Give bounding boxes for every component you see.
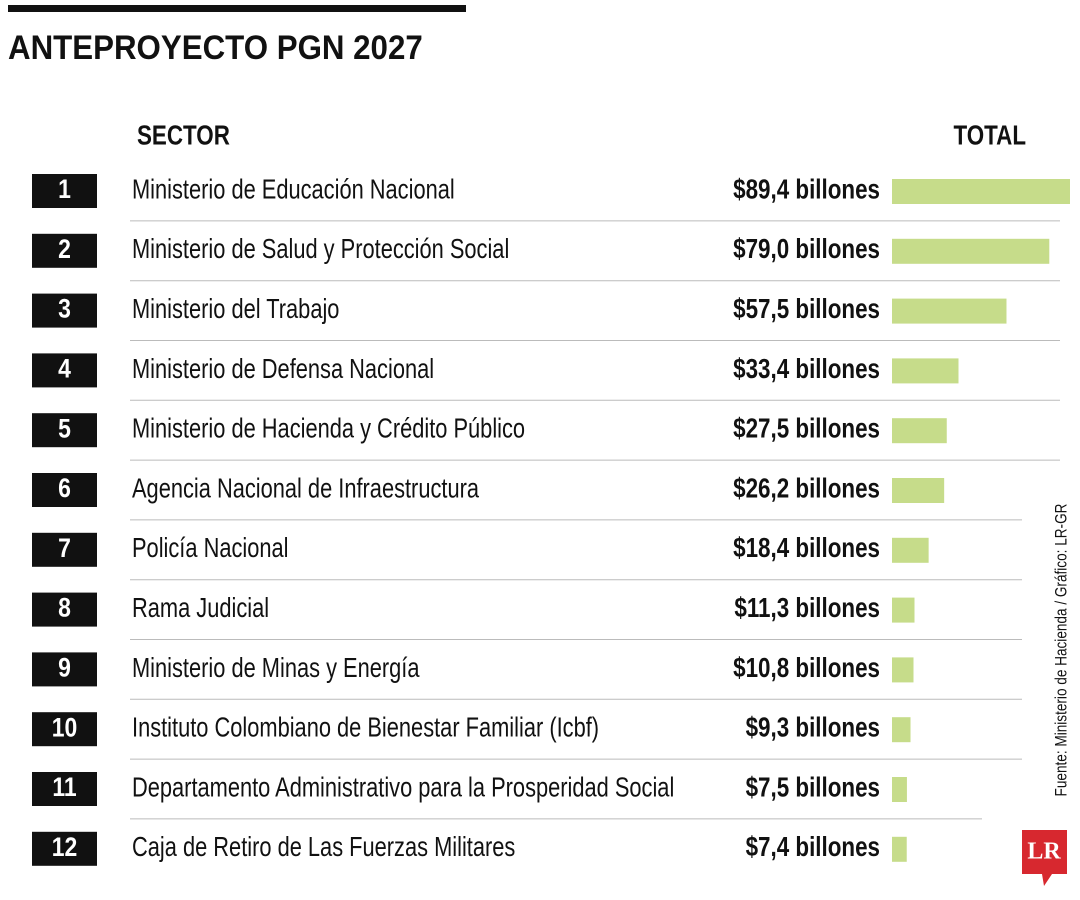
value-label: $7,4 billones bbox=[746, 832, 880, 863]
sector-name: Ministerio de Hacienda y Crédito Público bbox=[132, 413, 525, 444]
rank-box bbox=[32, 174, 97, 208]
rank-box bbox=[32, 592, 97, 627]
sector-name: Agencia Nacional de Infraestructura bbox=[132, 473, 479, 504]
bar bbox=[892, 777, 907, 802]
value-label: $18,4 billones bbox=[733, 533, 880, 564]
sector-name: Policía Nacional bbox=[132, 533, 289, 564]
rank: 11 bbox=[52, 772, 76, 802]
rank-box bbox=[32, 353, 97, 388]
rank-box bbox=[32, 293, 97, 328]
value-label: $89,4 billones bbox=[733, 174, 880, 205]
value-label: $33,4 billones bbox=[733, 354, 880, 385]
bar bbox=[892, 478, 945, 503]
rank: 1 bbox=[58, 174, 71, 204]
bar bbox=[892, 358, 959, 384]
sector-name: Departamento Administrativo para la Pros… bbox=[132, 772, 674, 803]
rank-box bbox=[32, 413, 97, 448]
chart-title: ANTEPROYECTO PGN 2027 bbox=[8, 28, 423, 67]
value-label: $7,5 billones bbox=[746, 772, 880, 803]
sector-name: Ministerio de Educación Nacional bbox=[132, 174, 455, 205]
rank: 12 bbox=[52, 832, 78, 862]
rank: 4 bbox=[58, 354, 71, 384]
sector-name: Ministerio de Salud y Protección Social bbox=[132, 234, 509, 265]
top-rule bbox=[8, 5, 466, 12]
rank-box bbox=[32, 831, 97, 866]
value-label: $79,0 billones bbox=[733, 234, 880, 265]
bar bbox=[892, 298, 1007, 324]
bar bbox=[892, 836, 907, 862]
rank: 7 bbox=[58, 533, 71, 563]
bar bbox=[892, 179, 1070, 204]
rank-box bbox=[32, 233, 97, 268]
rank-box bbox=[32, 532, 97, 567]
bar bbox=[892, 418, 947, 444]
value-label: $57,5 billones bbox=[733, 294, 880, 325]
bar bbox=[892, 238, 1050, 264]
bar bbox=[892, 657, 914, 683]
source: Fuente: Ministerio de Hacienda / Gráfico… bbox=[1052, 504, 1071, 797]
rank-box bbox=[32, 712, 97, 747]
sector-name: Ministerio de Defensa Nacional bbox=[132, 353, 434, 384]
value-label: $26,2 billones bbox=[733, 473, 880, 504]
sector-name: Caja de Retiro de Las Fuerzas Militares bbox=[132, 832, 515, 863]
value-header: TOTAL bbox=[953, 120, 1026, 151]
rank: 10 bbox=[52, 713, 78, 743]
rank: 8 bbox=[58, 593, 71, 623]
bar bbox=[892, 537, 929, 563]
sector-name: Instituto Colombiano de Bienestar Famili… bbox=[132, 712, 599, 743]
value-label: $27,5 billones bbox=[733, 413, 880, 444]
sector-name: Ministerio de Minas y Energía bbox=[132, 652, 420, 683]
value-label: $9,3 billones bbox=[746, 712, 880, 743]
rank-box bbox=[32, 473, 97, 507]
rank-box bbox=[32, 772, 97, 806]
rank: 5 bbox=[58, 414, 71, 444]
rank: 3 bbox=[58, 294, 71, 324]
logo-badge bbox=[1022, 830, 1067, 886]
value-label: $11,3 billones bbox=[734, 593, 880, 624]
bar bbox=[892, 717, 911, 743]
rank: 2 bbox=[58, 234, 71, 264]
rank: 6 bbox=[58, 473, 71, 503]
rank-box bbox=[32, 652, 97, 687]
category-header: SECTOR bbox=[137, 120, 230, 151]
sector-name: Rama Judicial bbox=[132, 592, 269, 623]
rank: 9 bbox=[58, 653, 71, 683]
value-label: $10,8 billones bbox=[733, 653, 880, 684]
logo: LR bbox=[1027, 839, 1061, 865]
sector-name: Ministerio del Trabajo bbox=[132, 293, 339, 324]
bar bbox=[892, 597, 915, 623]
